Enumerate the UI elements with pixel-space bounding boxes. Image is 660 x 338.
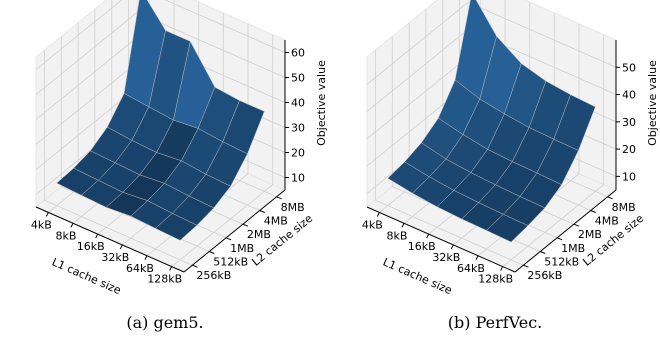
y-tick-label: 512kB: [213, 256, 248, 269]
z-tick-label: 60: [291, 47, 305, 60]
y-tick-mark: [573, 223, 580, 227]
z-axis-label: Objective value: [315, 60, 328, 146]
x-tick-mark: [70, 223, 74, 228]
surface-quad: [154, 213, 198, 241]
x-tick-label: 64kB: [457, 262, 485, 275]
y-tick-label: 8MB: [281, 201, 305, 214]
y-tick-label: 1MB: [561, 242, 585, 255]
y-tick-mark: [556, 237, 563, 241]
z-tick-label: 40: [622, 89, 636, 102]
x-tick-label: 4kB: [31, 218, 52, 231]
grid-line-y: [44, 50, 193, 266]
x-tick-mark: [500, 266, 504, 271]
y-tick-mark: [607, 196, 613, 200]
z-tick-label: 40: [291, 97, 305, 110]
y-tick-mark: [242, 223, 249, 227]
z-tick-label: 20: [291, 147, 305, 160]
z-tick-label: 30: [291, 122, 305, 135]
x-tick-mark: [376, 212, 380, 217]
x-tick-label: 32kB: [432, 251, 460, 264]
y-tick-label: 256kB: [196, 269, 231, 282]
grid-line-x: [171, 34, 274, 267]
x-tick-mark: [426, 233, 430, 239]
x-axis-line: [35, 206, 185, 273]
y-tick-mark: [590, 210, 596, 213]
grid-line-x: [502, 34, 605, 267]
z-tick-label: 10: [622, 170, 636, 183]
y-tick-mark: [225, 237, 232, 241]
y-tick-label: 512kB: [544, 256, 579, 269]
x-tick-label: 16kB: [408, 240, 436, 253]
x-axis-line: [366, 206, 516, 273]
z-tick-label: 50: [291, 72, 305, 85]
z-tick-label: 20: [622, 143, 636, 156]
y-tick-mark: [192, 264, 198, 268]
x-tick-mark: [475, 255, 479, 260]
x-tick-mark: [95, 233, 99, 239]
x-tick-mark: [144, 255, 148, 260]
x-tick-label: 128kB: [147, 273, 182, 286]
z-axis-label: Objective value: [646, 60, 659, 146]
caption-gem5: (a) gem5.: [126, 313, 203, 332]
surface-quad: [485, 214, 529, 243]
x-tick-label: 128kB: [478, 273, 513, 286]
caption-perfvec: (b) PerfVec.: [448, 313, 543, 332]
y-tick-label: 4MB: [595, 215, 619, 228]
x-tick-label: 8kB: [56, 229, 77, 242]
x-tick-mark: [450, 244, 454, 250]
x-tick-mark: [169, 266, 173, 271]
grid-line-y: [374, 50, 524, 266]
y-tick-label: 256kB: [527, 269, 562, 282]
x-tick-label: 32kB: [101, 251, 129, 264]
grid-line-z: [35, 0, 286, 70]
x-tick-mark: [401, 223, 405, 228]
y-tick-label: 8MB: [612, 201, 636, 214]
y-tick-label: 4MB: [264, 215, 288, 228]
x-tick-mark: [119, 244, 123, 250]
x-tick-label: 8kB: [387, 229, 408, 242]
y-axis-line: [183, 189, 286, 273]
y-tick-mark: [209, 251, 215, 254]
x-tick-label: 16kB: [77, 240, 105, 253]
z-tick-label: 30: [622, 116, 636, 129]
x-tick-label: 4kB: [362, 218, 383, 231]
y-tick-mark: [276, 196, 282, 200]
y-tick-label: 2MB: [578, 228, 602, 241]
z-tick-label: 50: [622, 61, 636, 74]
y-tick-mark: [540, 251, 546, 254]
x-tick-label: 64kB: [126, 262, 154, 275]
y-tick-mark: [259, 210, 265, 213]
z-tick-label: 10: [291, 172, 305, 185]
x-tick-mark: [45, 212, 49, 217]
y-tick-label: 2MB: [247, 228, 271, 241]
y-axis-line: [514, 189, 617, 273]
grid-line-z: [366, 1, 617, 85]
y-tick-label: 1MB: [230, 242, 254, 255]
y-tick-mark: [523, 264, 529, 268]
